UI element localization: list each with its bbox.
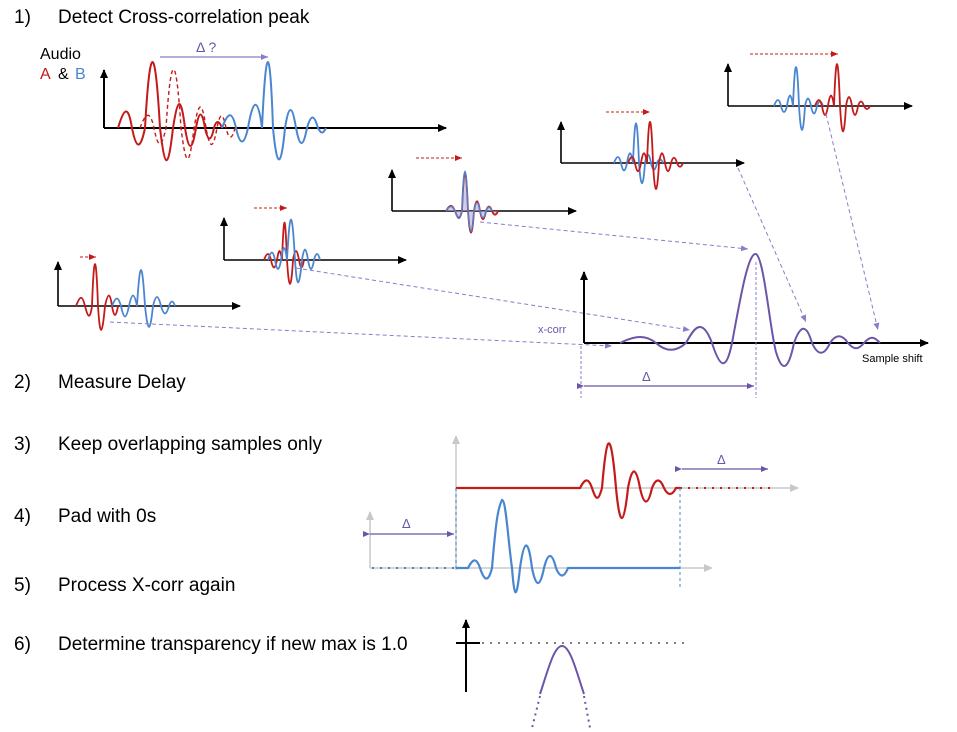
plot-shift-4 [557, 109, 745, 190]
step-2-number: 2) [14, 372, 31, 393]
legend-a: A [40, 66, 51, 83]
mapping-arrows [109, 113, 880, 349]
plot-shift-5 [724, 51, 913, 133]
overlap-signal-b [456, 498, 680, 594]
step-1-number: 1) [14, 7, 31, 28]
plot-shift-2 [220, 205, 407, 285]
step-3: 3) Keep overlapping samples only [14, 434, 322, 456]
step-5-number: 5) [14, 575, 31, 596]
step-1: 1) Detect Cross-correlation peak [14, 7, 309, 29]
step-4: 4) Pad with 0s [14, 506, 156, 528]
step-3-text: Keep overlapping samples only [58, 434, 323, 455]
delta-label-pad-right: Δ [717, 452, 726, 467]
step-2-text: Measure Delay [58, 372, 186, 393]
delta-label-pad-left: Δ [402, 516, 411, 531]
final-peak-plot [456, 619, 690, 729]
delta-question-label: Δ ? [196, 39, 216, 55]
xcorr-label: x-corr [538, 324, 566, 336]
step-5-text: Process X-corr again [58, 575, 236, 596]
plot-shift-3-peak [388, 155, 577, 234]
plot-original-signals: Δ ? [100, 39, 447, 162]
sample-shift-label: Sample shift [862, 353, 923, 365]
xcorr-plot: x-corr Sample shift Δ [538, 253, 929, 398]
xcorr-curve [619, 253, 881, 367]
legend-title: Audio [40, 46, 81, 63]
step-1-text: Detect Cross-correlation peak [58, 7, 310, 28]
step-2: 2) Measure Delay [14, 372, 186, 394]
plot-shift-1 [54, 254, 241, 331]
step-6: 6) Determine transparency if new max is 1… [14, 634, 408, 656]
overlap-plot: Δ Δ [363, 435, 799, 594]
legend-amp: & [58, 66, 69, 83]
step-4-text: Pad with 0s [58, 506, 157, 527]
step-5: 5) Process X-corr again [14, 575, 235, 597]
step-6-text: Determine transparency if new max is 1.0 [58, 634, 408, 655]
legend-b: B [75, 66, 86, 83]
delta-label-xcorr: Δ [642, 369, 651, 384]
signal-b-wave [221, 61, 327, 161]
step-3-number: 3) [14, 434, 31, 455]
signal-a-shifted-dashed [139, 69, 236, 160]
step-4-number: 4) [14, 506, 31, 527]
overlap-signal-a [456, 442, 680, 520]
step-6-number: 6) [14, 634, 31, 655]
signal-a-wave [117, 61, 223, 162]
